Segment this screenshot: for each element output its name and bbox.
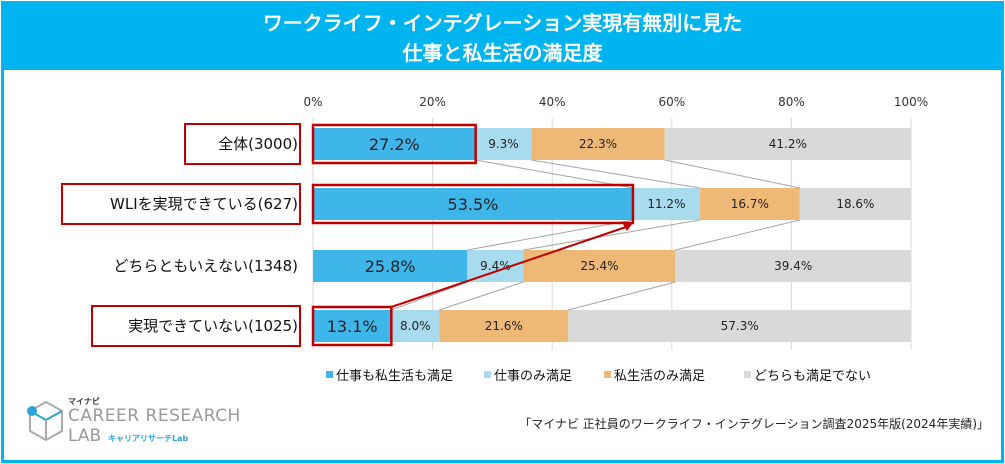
connector-line — [531, 159, 700, 189]
connector-line — [568, 281, 676, 311]
connector-line — [675, 219, 800, 251]
data-label: 53.5% — [448, 195, 499, 214]
x-tick-label: 20% — [419, 95, 446, 109]
connector-line — [467, 219, 634, 251]
bar-segment — [664, 128, 911, 160]
bar-segment — [632, 188, 700, 220]
highlight-label-box — [61, 183, 301, 225]
chart-title: ワークライフ・インテグレーション実現有無別に見た 仕事と私生活の満足度 — [4, 4, 1001, 70]
legend-label: どちらも満足でない — [754, 369, 871, 384]
title-line-2: 仕事と私生活の満足度 — [402, 41, 603, 65]
data-label: 27.2% — [369, 135, 420, 154]
bar-segment — [313, 250, 468, 282]
connector-line — [475, 159, 634, 189]
x-tick-label: 40% — [539, 95, 566, 109]
data-label: 25.8% — [365, 257, 416, 276]
highlight-bar-box — [311, 305, 393, 347]
bar-segment — [531, 128, 665, 160]
logo-name: CAREER RESEARCH — [68, 406, 241, 426]
category-label: 全体(3000) — [218, 135, 298, 153]
legend-swatch — [326, 371, 333, 378]
data-label: 22.3% — [579, 137, 617, 151]
bar-segment — [391, 310, 440, 342]
bar-segment — [475, 128, 532, 160]
data-label: 8.0% — [400, 319, 431, 333]
legend-swatch — [744, 371, 751, 378]
connector-line — [439, 281, 524, 311]
data-label: 25.4% — [580, 259, 618, 273]
bar-segment — [799, 188, 911, 220]
data-label: 13.1% — [327, 317, 378, 336]
highlight-label-box — [184, 123, 301, 165]
data-label: 57.3% — [721, 319, 759, 333]
data-label: 41.2% — [769, 137, 807, 151]
data-label: 16.7% — [731, 197, 769, 211]
legend-swatch — [484, 371, 491, 378]
data-label: 9.3% — [488, 137, 519, 151]
bar-segment — [568, 310, 911, 342]
legend-label: 仕事も私生活も満足 — [336, 369, 453, 384]
x-tick-label: 80% — [778, 95, 805, 109]
logo-lab: LAB — [68, 426, 102, 446]
x-tick-label: 100% — [894, 95, 928, 109]
arrow-head-icon — [622, 223, 633, 231]
category-label: 実現できていない(1025) — [128, 317, 298, 335]
data-label: 11.2% — [647, 197, 685, 211]
data-label: 21.6% — [485, 319, 523, 333]
x-tick-label: 60% — [658, 95, 685, 109]
highlight-bar-box — [311, 183, 635, 225]
connector-line — [523, 219, 700, 251]
data-label: 39.4% — [774, 259, 812, 273]
bar-segment — [313, 188, 633, 220]
title-line-1: ワークライフ・インテグレーション実現有無別に見た — [262, 11, 743, 35]
logo-cube-icon — [27, 400, 63, 442]
legend-label: 私生活のみ満足 — [614, 369, 705, 384]
logo-kana: キャリアリサーチLab — [108, 434, 189, 443]
data-label: 18.6% — [836, 197, 874, 211]
x-tick-label: 0% — [303, 95, 322, 109]
bar-segment — [313, 310, 392, 342]
bar-segment — [523, 250, 676, 282]
legend-label: 仕事のみ満足 — [494, 369, 572, 384]
highlight-bar-box — [311, 123, 477, 165]
bar-segment — [699, 188, 800, 220]
connector-line — [664, 159, 800, 189]
logo-brand: マイナビ — [68, 397, 100, 406]
connector-line — [391, 281, 468, 311]
legend-swatch — [604, 371, 611, 378]
bar-segment — [313, 128, 476, 160]
highlight-label-box — [91, 305, 301, 347]
bar-segment — [675, 250, 911, 282]
category-label: WLIを実現できている(627) — [110, 195, 298, 213]
bar-segment — [439, 310, 569, 342]
highlight-arrow — [391, 225, 630, 308]
category-label: どちらともいえない(1348) — [113, 257, 298, 275]
source-note: 「マイナビ 正社員のワークライフ・インテグレーション調査2025年版(2024年… — [519, 417, 989, 431]
